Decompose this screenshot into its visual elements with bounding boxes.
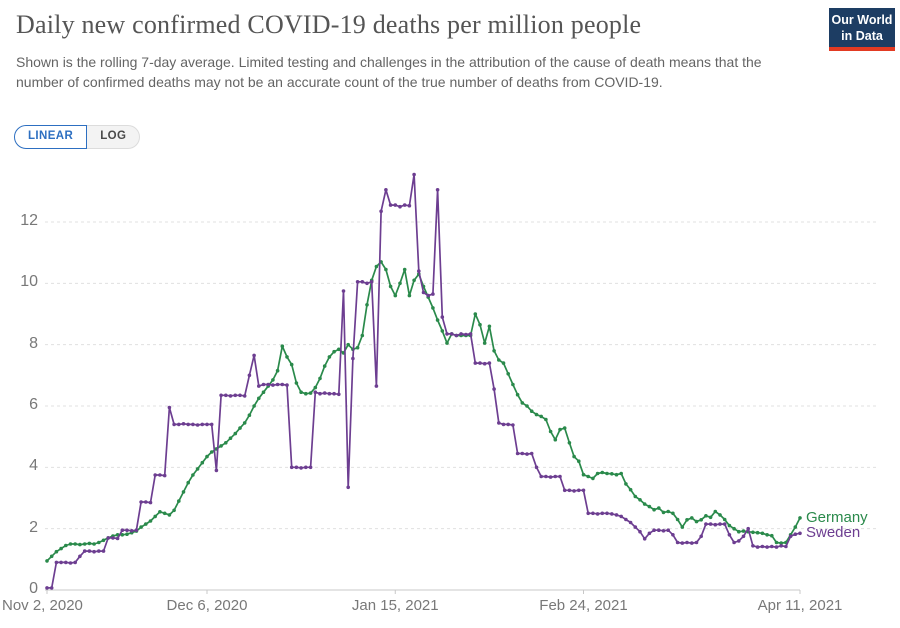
- y-axis-tick-label: 2: [29, 518, 38, 536]
- x-axis-tick-label: Jan 15, 2021: [351, 597, 439, 614]
- y-axis-tick-label: 10: [20, 273, 38, 291]
- y-axis-tick-label: 6: [29, 395, 38, 413]
- scale-toggle: LINEAR LOG: [14, 125, 141, 149]
- owid-logo-line2: in Data: [841, 29, 883, 44]
- x-axis-tick-label: Nov 2, 2020: [2, 597, 83, 614]
- log-scale-button[interactable]: LOG: [87, 125, 141, 149]
- page-title: Daily new confirmed COVID-19 deaths per …: [16, 10, 642, 39]
- y-axis-tick-label: 12: [20, 211, 38, 229]
- x-axis-tick-label: Apr 11, 2021: [757, 597, 843, 614]
- owid-logo-line1: Our World: [831, 13, 893, 27]
- x-axis-tick-label: Feb 24, 2021: [539, 597, 628, 614]
- y-axis-tick-label: 0: [29, 580, 38, 597]
- y-axis-tick-label: 8: [29, 334, 38, 352]
- series-end-label-germany[interactable]: Germany: [806, 508, 868, 526]
- y-axis-tick-label: 4: [29, 457, 38, 475]
- owid-logo[interactable]: Our World in Data: [829, 8, 895, 51]
- series-end-label-sweden[interactable]: Sweden: [806, 524, 861, 542]
- x-axis-tick-label: Dec 6, 2020: [166, 597, 248, 614]
- chart-subtitle: Shown is the rolling 7-day average. Limi…: [16, 54, 762, 91]
- linear-scale-button[interactable]: LINEAR: [14, 125, 88, 149]
